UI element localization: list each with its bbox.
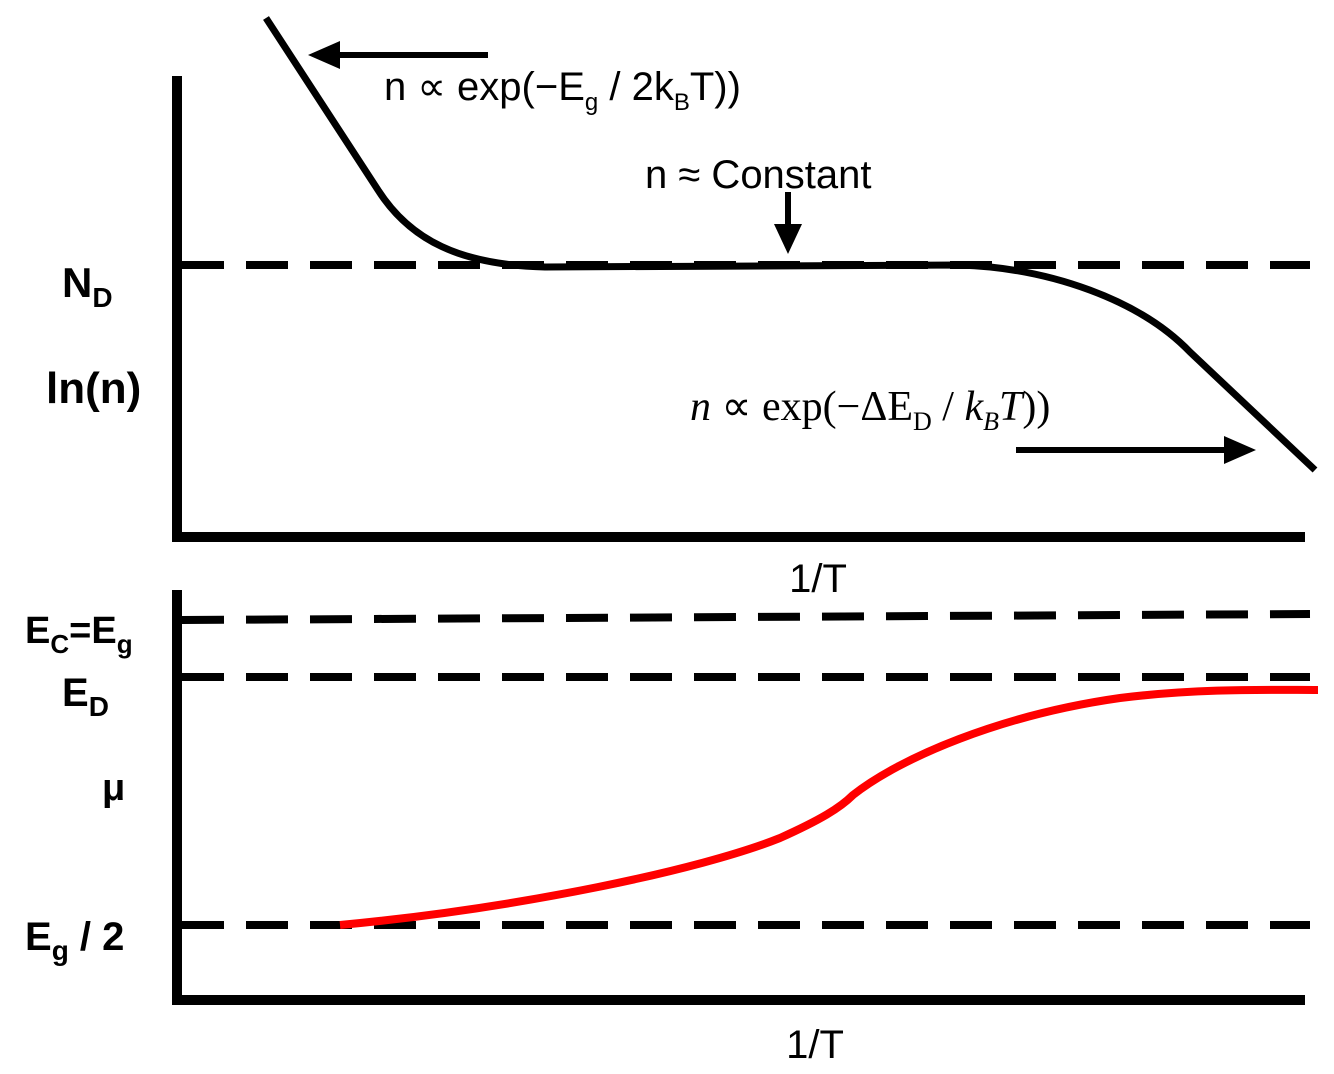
nd-label: ND bbox=[62, 259, 113, 313]
ec-label: EC=Eg bbox=[25, 610, 133, 659]
bottom-x-axis-label: 1/T bbox=[786, 1023, 844, 1067]
intrinsic-equation: n ∝ exp(−Eg / 2kBT)) bbox=[384, 65, 741, 116]
constant-equation: n ≈ Constant bbox=[645, 153, 872, 197]
eg-half-label: Eg / 2 bbox=[25, 915, 124, 966]
top-x-axis-label: 1/T bbox=[789, 557, 847, 601]
ec-dashed-line bbox=[181, 610, 1311, 624]
bottom-panel: EC=Eg ED μ Eg / 2 1/T bbox=[25, 590, 1319, 1067]
carrier-density-curve bbox=[263, 16, 1318, 473]
mu-axis-label: μ bbox=[102, 767, 125, 809]
right-arrow-head bbox=[1224, 436, 1256, 464]
down-arrow-head bbox=[774, 224, 802, 254]
chemical-potential-curve bbox=[339, 685, 1319, 929]
left-arrow-head bbox=[308, 41, 340, 69]
top-panel: ND ln(n) 1/T n ∝ exp(−Eg / 2kBT)) n ≈ Co… bbox=[46, 16, 1318, 601]
ed-label: ED bbox=[62, 671, 109, 722]
top-y-axis-label: ln(n) bbox=[46, 364, 141, 413]
freezeout-equation: n ∝ exp(−ΔED / kBT)) bbox=[690, 384, 1050, 436]
